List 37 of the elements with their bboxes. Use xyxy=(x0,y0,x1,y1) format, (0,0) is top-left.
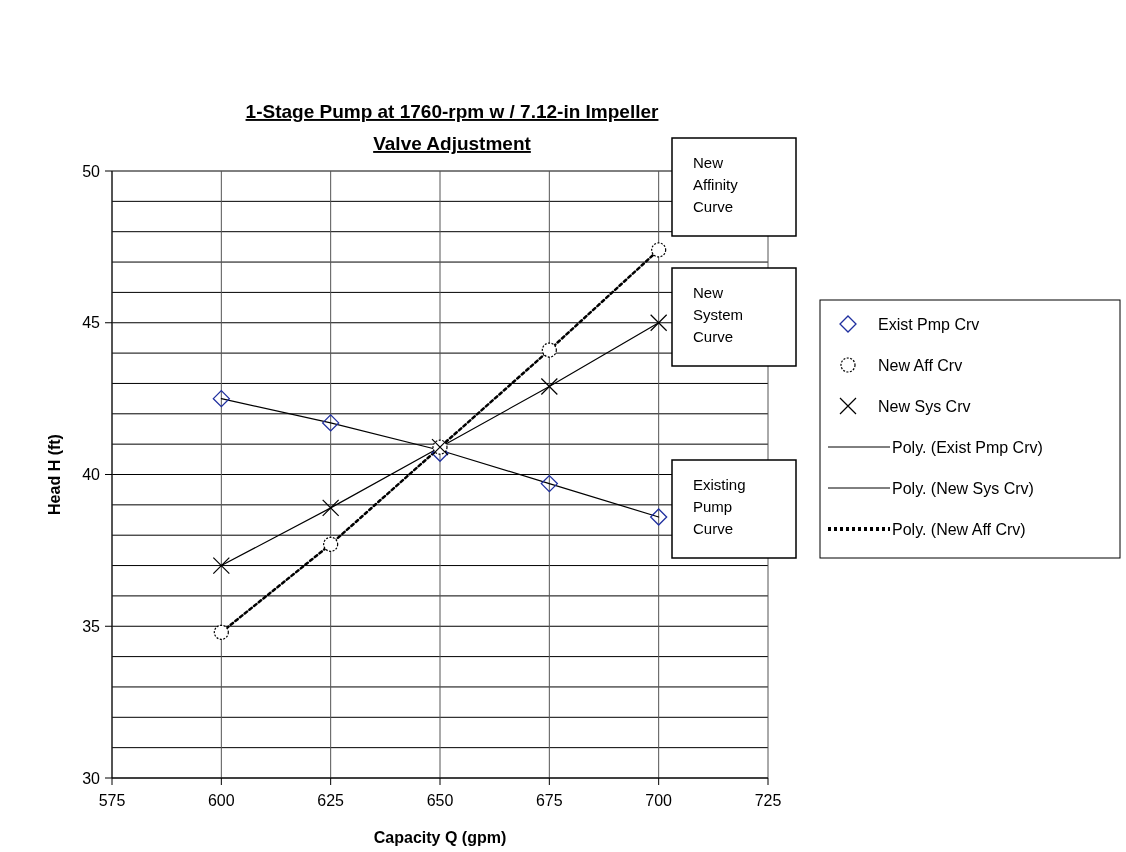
point xyxy=(212,389,230,408)
point xyxy=(541,342,557,358)
point xyxy=(212,556,230,575)
legend-label: Exist Pmp Crv xyxy=(878,315,980,333)
x-tick-label: 625 xyxy=(317,792,345,809)
annotation: New System Curve xyxy=(693,284,744,345)
point xyxy=(322,414,340,432)
legend-label: Poly. (Exist Pmp Crv) xyxy=(892,438,1043,456)
point xyxy=(650,508,668,526)
legend-label: Poly. (New Sys Crv) xyxy=(892,479,1034,497)
point xyxy=(213,624,229,640)
y-tick-label: 40 xyxy=(82,466,101,484)
chart-title: 1-Stage Pump at 1760-rpm w / 7.12-in Impeller xyxy=(245,101,660,122)
point xyxy=(650,314,668,332)
point xyxy=(322,499,340,517)
point xyxy=(323,536,339,552)
y-tick-label: 30 xyxy=(82,769,101,787)
legend-label: New Aff Crv xyxy=(878,356,963,374)
x-tick-label: 650 xyxy=(426,792,454,809)
y-tick-label: 50 xyxy=(82,162,101,180)
chart-subtitle: Valve Adjustment xyxy=(373,133,532,154)
legend-label: New Sys Crv xyxy=(878,397,971,415)
annotation: Existing Pump Curve xyxy=(693,476,746,537)
x-tick-label: 575 xyxy=(98,792,126,809)
legend-label: Poly. (New Aff Crv) xyxy=(892,520,1026,538)
y-tick-label: 45 xyxy=(82,314,101,332)
y-axis-title: Head H (ft) xyxy=(46,434,63,515)
x-tick-label: 600 xyxy=(207,792,235,809)
x-tick-label: 725 xyxy=(754,792,782,809)
y-tick-label: 35 xyxy=(82,617,101,635)
point xyxy=(540,474,558,493)
point xyxy=(651,242,667,258)
x-tick-label: 675 xyxy=(535,792,563,809)
x-axis-title: Capacity Q (gpm) xyxy=(373,829,507,846)
x-tick-label: 700 xyxy=(645,792,673,809)
point xyxy=(540,377,558,396)
annotation: New Affinity Curve xyxy=(693,154,739,215)
